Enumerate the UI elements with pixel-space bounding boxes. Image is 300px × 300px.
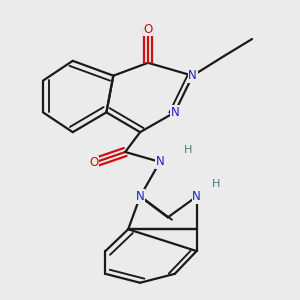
Text: O: O — [143, 22, 153, 36]
Text: O: O — [89, 156, 98, 170]
Text: N: N — [170, 106, 179, 119]
Text: N: N — [192, 190, 201, 203]
Text: N: N — [188, 69, 197, 82]
Text: H: H — [184, 145, 192, 155]
Text: H: H — [212, 179, 220, 189]
Text: N: N — [155, 155, 164, 168]
Text: N: N — [136, 190, 145, 203]
